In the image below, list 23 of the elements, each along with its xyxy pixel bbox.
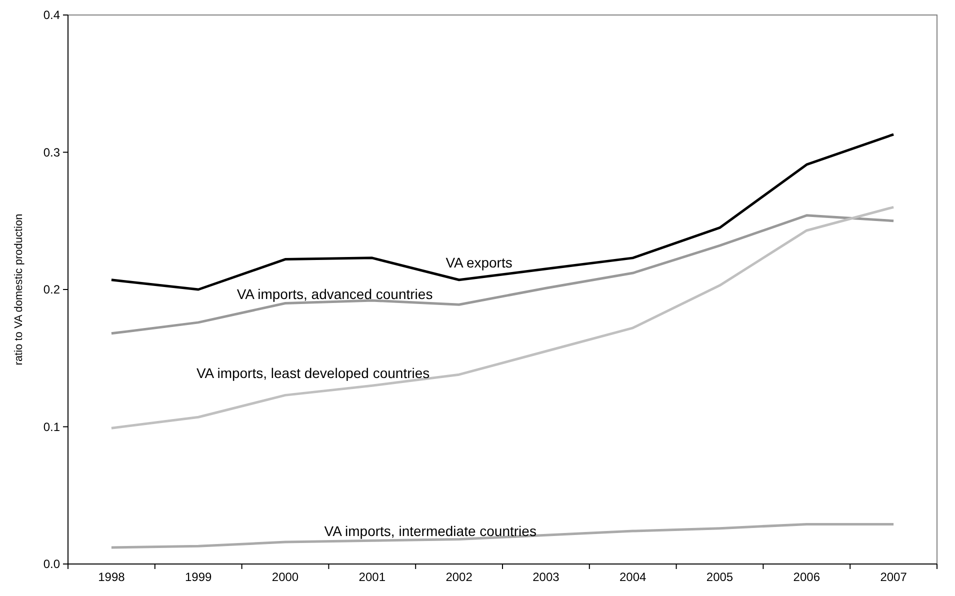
- line-series: [110, 206, 895, 430]
- x-tick-label: 2002: [446, 570, 473, 584]
- x-tick-label: 2000: [272, 570, 299, 584]
- line-series: [110, 522, 895, 549]
- series-label: VA imports, intermediate countries: [324, 523, 536, 539]
- x-tick-label: 1999: [185, 570, 212, 584]
- x-tick-label: 2004: [620, 570, 647, 584]
- x-tick-label: 1998: [98, 570, 126, 584]
- y-tick-label: 0.3: [43, 145, 60, 160]
- x-tick-label: 2006: [793, 570, 820, 584]
- series-label: VA exports: [446, 254, 512, 271]
- line-series: [110, 214, 895, 335]
- y-tick-label: 0.0: [43, 557, 60, 571]
- x-tick-label: 2007: [880, 570, 908, 584]
- series-label: VA imports, least developed countries: [196, 365, 430, 382]
- x-tick-label: 2001: [358, 570, 386, 584]
- x-tick-label: 2003: [532, 570, 560, 584]
- y-tick-label: 0.2: [43, 282, 60, 296]
- y-tick-label: 0.4: [43, 8, 60, 22]
- series-label: VA imports, advanced countries: [236, 286, 433, 302]
- y-tick-label: 0.1: [43, 420, 60, 434]
- x-tick-label: 2005: [706, 570, 734, 584]
- y-axis-title: ratio to VA domestic production: [13, 214, 25, 366]
